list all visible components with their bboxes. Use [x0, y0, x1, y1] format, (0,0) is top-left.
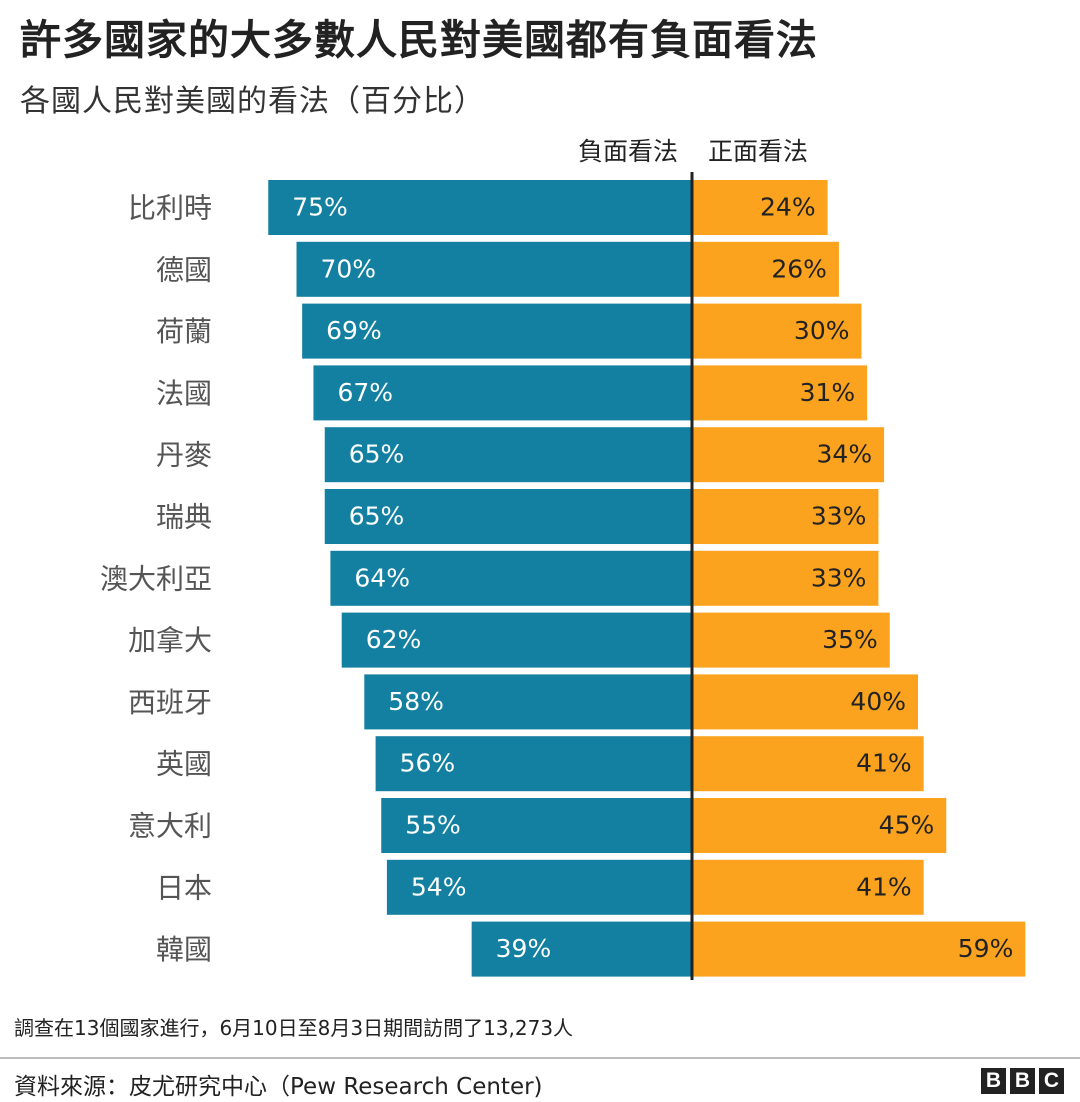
positive-bar [692, 736, 924, 792]
negative-bar [375, 736, 692, 792]
negative-bar [296, 241, 692, 297]
negative-value-label: 65% [349, 502, 405, 531]
negative-value-label: 64% [354, 563, 410, 592]
survey-footnote: 調查在13個國家進行，6月10日至8月3日期間訪問了13,273人 [14, 1016, 574, 1040]
bbc-logo-letter-3: C [1039, 1068, 1064, 1094]
positive-bar [692, 489, 879, 544]
positive-bar [692, 365, 868, 421]
positive-value-label: 33% [811, 502, 867, 531]
positive-bar [692, 427, 885, 483]
positive-value-label: 45% [879, 811, 935, 840]
negative-bar [313, 365, 692, 421]
bbc-logo: B B C [981, 1068, 1064, 1094]
negative-bar [386, 859, 692, 915]
diverging-bar-chart: 負面看法 正面看法 比利時 75% 24% 德國 70% 26% 荷蘭 69% 30% 法國 67%… [100, 137, 1026, 980]
negative-value-label: 67% [337, 378, 393, 407]
negative-bar [324, 427, 692, 483]
country-label: 加拿大 [128, 624, 212, 657]
negative-value-label: 56% [400, 749, 456, 778]
positive-value-label: 34% [817, 440, 873, 469]
positive-value-label: 41% [856, 749, 912, 778]
country-label: 瑞典 [156, 501, 212, 534]
country-label: 丹麥 [156, 439, 212, 472]
negative-bar [330, 550, 692, 606]
positive-value-label: 24% [760, 193, 816, 222]
legend-negative: 負面看法 [578, 137, 678, 166]
negative-bar [364, 674, 692, 730]
country-label: 意大利 [128, 810, 212, 843]
negative-value-label: 70% [321, 254, 377, 283]
negative-value-label: 54% [411, 872, 467, 901]
negative-value-label: 39% [496, 934, 552, 963]
negative-value-label: 65% [349, 440, 405, 469]
chart-subtitle: 各國人民對美國的看法（百分比） [20, 84, 485, 119]
negative-bar [341, 612, 692, 668]
negative-bar [471, 921, 692, 977]
country-label: 法國 [156, 377, 212, 410]
positive-value-label: 31% [800, 378, 856, 407]
country-label: 澳大利亞 [100, 562, 212, 595]
positive-bar [692, 798, 947, 853]
negative-bar [302, 303, 692, 359]
positive-value-label: 41% [856, 872, 912, 901]
country-label: 西班牙 [128, 686, 212, 719]
bbc-logo-letter-2: B [1010, 1068, 1035, 1094]
source-credit: 資料來源：皮尤研究中心（Pew Research Center) [14, 1074, 543, 1100]
negative-value-label: 69% [326, 316, 382, 345]
chart-title: 許多國家的大多數人民對美國都有負面看法 [20, 16, 818, 64]
country-label: 荷蘭 [156, 315, 212, 348]
country-label: 德國 [156, 253, 212, 286]
negative-value-label: 62% [366, 625, 422, 654]
positive-bar [692, 921, 1026, 977]
positive-value-label: 30% [794, 316, 850, 345]
legend-positive: 正面看法 [708, 137, 808, 166]
positive-bar [692, 674, 918, 730]
positive-bar [692, 612, 890, 668]
country-label: 比利時 [128, 192, 212, 225]
footer-divider [0, 1057, 1080, 1059]
negative-value-label: 75% [292, 193, 348, 222]
negative-bar [381, 798, 692, 853]
bars-group: 比利時 75% 24% 德國 70% 26% 荷蘭 69% 30% 法國 67% 31% 丹麥 65% 34… [100, 180, 1026, 977]
bbc-logo-letter-1: B [981, 1068, 1006, 1094]
positive-value-label: 40% [850, 687, 906, 716]
positive-bar [692, 550, 879, 606]
negative-value-label: 58% [388, 687, 444, 716]
positive-value-label: 33% [811, 563, 867, 592]
positive-value-label: 35% [822, 625, 878, 654]
negative-bar [268, 180, 692, 235]
negative-bar [324, 489, 692, 544]
positive-bar [692, 303, 862, 359]
negative-value-label: 55% [405, 811, 461, 840]
country-label: 日本 [156, 871, 212, 904]
positive-bar [692, 180, 828, 235]
positive-value-label: 26% [771, 254, 827, 283]
positive-bar [692, 241, 839, 297]
positive-bar [692, 859, 924, 915]
country-label: 韓國 [156, 933, 212, 966]
country-label: 英國 [156, 748, 212, 781]
positive-value-label: 59% [958, 934, 1014, 963]
